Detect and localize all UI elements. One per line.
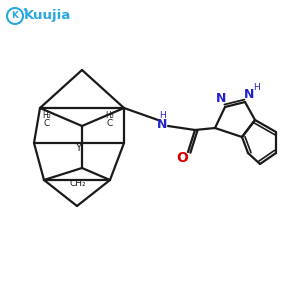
Text: O: O xyxy=(176,151,188,165)
Text: H₂: H₂ xyxy=(43,112,51,121)
Text: CH₂: CH₂ xyxy=(70,179,86,188)
Text: C: C xyxy=(107,119,113,128)
Text: C: C xyxy=(44,119,50,128)
Text: H₂: H₂ xyxy=(106,112,114,121)
Text: H: H xyxy=(253,83,260,92)
Text: N: N xyxy=(157,118,167,130)
Text: N: N xyxy=(244,88,254,100)
Text: K: K xyxy=(11,11,19,20)
Text: N: N xyxy=(216,92,226,106)
Text: H: H xyxy=(160,110,167,119)
Text: Y: Y xyxy=(75,143,81,153)
Text: Kuujia: Kuujia xyxy=(23,10,70,22)
